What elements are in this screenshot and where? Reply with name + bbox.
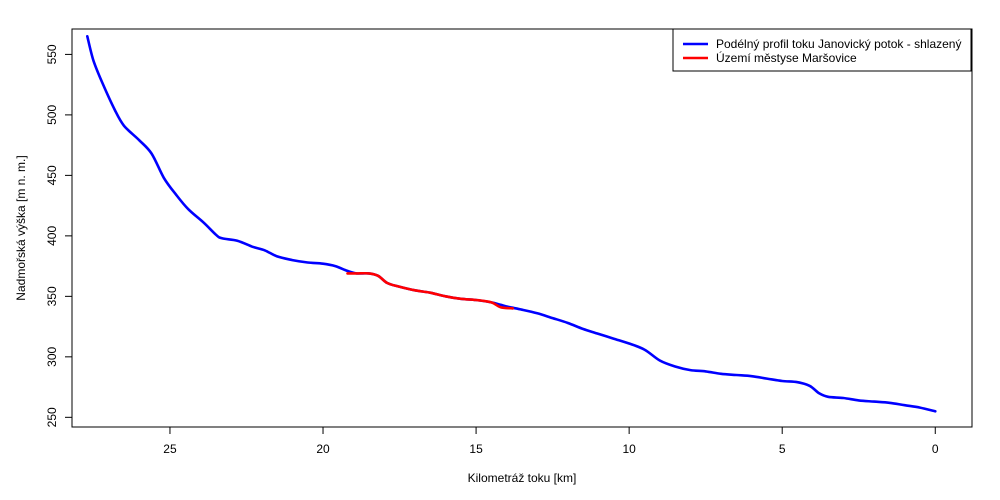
y-tick-label: 550 <box>45 44 59 64</box>
y-tick-label: 450 <box>45 165 59 185</box>
x-tick-label: 20 <box>316 442 330 456</box>
y-tick-label: 500 <box>45 105 59 125</box>
y-tick-label: 350 <box>45 286 59 306</box>
x-tick-label: 5 <box>779 442 786 456</box>
y-axis-label: Nadmořská výška [m n. m.] <box>14 155 28 300</box>
legend-box <box>672 28 972 72</box>
y-tick-label: 400 <box>45 226 59 246</box>
x-tick-label: 10 <box>622 442 636 456</box>
x-tick-label: 15 <box>469 442 483 456</box>
series-layer <box>86 35 937 413</box>
y-tick-label: 250 <box>45 407 59 427</box>
series-line-marsovice <box>346 271 515 310</box>
legend-label-profile: Podélný profil toku Janovický potok - sh… <box>716 37 961 51</box>
x-tick-label: 0 <box>932 442 939 456</box>
x-tick-label: 25 <box>163 442 177 456</box>
y-axis: 250 300 350 400 450 500 550 <box>45 44 72 427</box>
x-axis-label: Kilometráž toku [km] <box>468 471 577 485</box>
plot-frame <box>71 28 973 428</box>
y-tick-label: 300 <box>45 347 59 367</box>
legend: Podélný profil toku Janovický potok - sh… <box>672 28 972 72</box>
legend-label-marsovice: Území městyse Maršovice <box>716 50 857 65</box>
x-axis: 25 20 15 10 5 0 <box>163 427 939 456</box>
